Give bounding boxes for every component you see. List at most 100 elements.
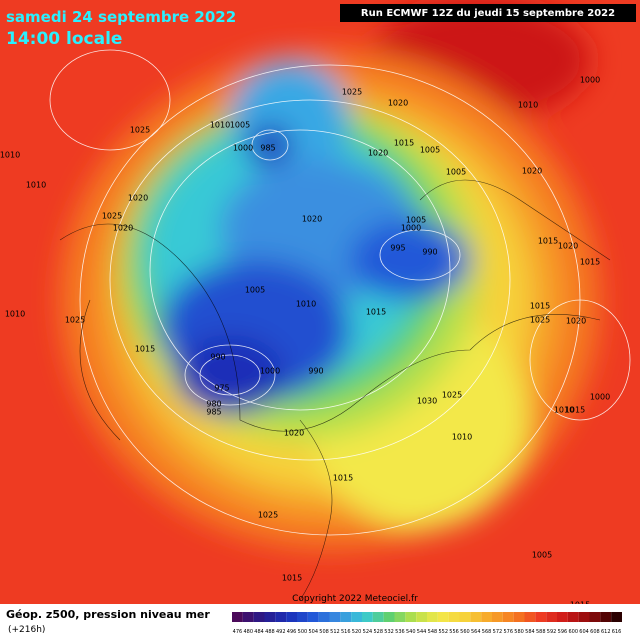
scale-label: 572 — [493, 629, 503, 635]
pressure-label: 1030 — [417, 397, 437, 406]
scale-cell — [307, 612, 319, 622]
scale-cell — [394, 612, 406, 622]
pressure-label: 985 — [206, 408, 221, 417]
pressure-label: 1020 — [522, 167, 542, 176]
scale-label: 616 — [612, 629, 622, 635]
pressure-label: 1015 — [580, 258, 600, 267]
scale-label: 536 — [395, 629, 405, 635]
scale-cell — [459, 612, 471, 622]
scale-label: 500 — [298, 629, 308, 635]
pressure-label: 1025 — [130, 126, 150, 135]
pressure-label: 1025 — [258, 511, 278, 520]
pressure-label: 1025 — [530, 316, 550, 325]
scale-cell — [383, 612, 395, 622]
color-scale: 476 480 484 488 492 496 500 504 508 512 516 520 524 5… — [232, 612, 622, 635]
scale-label: 552 — [438, 629, 448, 635]
pressure-label: 1015 — [135, 345, 155, 354]
scale-cell — [502, 612, 514, 622]
pressure-label: 980 — [206, 400, 221, 409]
pressure-label: 1015 — [333, 474, 353, 483]
pressure-label: 1000 — [233, 144, 253, 153]
scale-cell — [567, 612, 579, 622]
pressure-label: 1015 — [394, 139, 414, 148]
scale-label: 556 — [449, 629, 459, 635]
pressure-label: 1020 — [566, 317, 586, 326]
pressure-label: 1010 — [210, 121, 230, 130]
scale-cell — [427, 612, 438, 622]
scale-label: 516 — [341, 629, 351, 635]
pressure-label: 1010 — [26, 181, 46, 190]
scale-cell — [437, 612, 449, 622]
scale-cell — [372, 612, 384, 622]
pressure-label: 1005 — [532, 551, 552, 560]
scale-label: 604 — [579, 629, 589, 635]
scale-cell — [232, 612, 243, 622]
legend-title: Géop. z500, pression niveau mer — [6, 608, 210, 621]
scale-cell — [448, 612, 460, 622]
scale-cell — [318, 612, 330, 622]
scale-cell — [264, 612, 276, 622]
pressure-label: 1020 — [302, 215, 322, 224]
pressure-label: 1015 — [538, 237, 558, 246]
pressure-label: 1010 — [296, 300, 316, 309]
pressure-label: 985 — [260, 144, 275, 153]
pressure-label: 990 — [308, 367, 323, 376]
pressure-label: 1020 — [128, 194, 148, 203]
pressure-label: 1020 — [113, 224, 133, 233]
scale-label: 588 — [536, 629, 546, 635]
scale-label: 560 — [460, 629, 470, 635]
scale-label: 492 — [276, 629, 286, 635]
pressure-label: 1025 — [65, 316, 85, 325]
scale-label: 528 — [373, 629, 383, 635]
scale-cell — [329, 612, 341, 622]
scale-label: 568 — [482, 629, 492, 635]
pressure-label: 1000 — [590, 393, 610, 402]
scale-label: 520 — [352, 629, 362, 635]
scale-label: 480 — [243, 629, 253, 635]
scale-label: 476 — [233, 629, 243, 635]
scale-cell — [470, 612, 482, 622]
scale-label: 504 — [308, 629, 318, 635]
pressure-label: 1005 — [406, 216, 426, 225]
pressure-label: 1015 — [282, 574, 302, 583]
pressure-label: 990 — [422, 248, 437, 257]
pressure-label: 1010 — [554, 406, 574, 415]
pressure-label: 1000 — [580, 76, 600, 85]
pressure-label: 990 — [210, 353, 225, 362]
scale-label: 580 — [514, 629, 524, 635]
scale-label: 508 — [319, 629, 329, 635]
pressure-label: 1010 — [0, 151, 20, 160]
pressure-label: 1020 — [388, 99, 408, 108]
scale-label: 488 — [265, 629, 275, 635]
pressure-label: 1005 — [245, 286, 265, 295]
scale-cell — [416, 612, 427, 622]
scale-cell — [275, 612, 287, 622]
scale-label: 608 — [590, 629, 600, 635]
lead-time: (+216h) — [8, 625, 45, 635]
scale-cell — [513, 612, 525, 622]
scale-cell — [524, 612, 536, 622]
pressure-label: 1000 — [260, 367, 280, 376]
pressure-label: 1020 — [284, 429, 304, 438]
scale-label: 548 — [428, 629, 438, 635]
scale-cell — [535, 612, 547, 622]
scale-label: 540 — [406, 629, 416, 635]
scale-label: 532 — [384, 629, 394, 635]
scale-cell — [546, 612, 557, 622]
scale-cell — [253, 612, 265, 622]
scale-cell — [242, 612, 254, 622]
scale-label: 564 — [471, 629, 481, 635]
pressure-label: 1020 — [558, 242, 578, 251]
scale-cell — [286, 612, 297, 622]
scale-cell — [611, 612, 622, 622]
copyright: Copyright 2022 Meteociel.fr — [292, 594, 418, 604]
pressure-label: 995 — [390, 244, 405, 253]
geopotential-field — [60, 0, 600, 550]
scale-cell — [362, 612, 373, 622]
pressure-label: 1005 — [446, 168, 466, 177]
scale-cell — [481, 612, 492, 622]
pressure-label: 1000 — [401, 224, 421, 233]
